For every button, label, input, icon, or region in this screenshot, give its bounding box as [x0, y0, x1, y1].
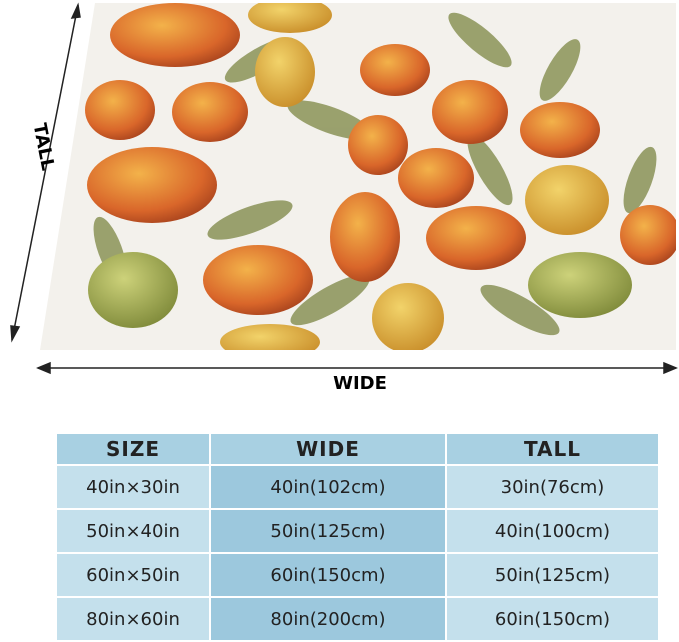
size-row: 50in×40in 50in(125cm) 40in(100cm)	[55, 508, 660, 554]
table-cell: 80in(200cm)	[209, 596, 447, 642]
mango-pattern	[85, 3, 676, 350]
table-cell: 60in(150cm)	[209, 552, 447, 598]
table-cell: 60in×50in	[55, 552, 211, 598]
size-row: 40in×30in 40in(102cm) 30in(76cm)	[55, 464, 660, 510]
size-row: 80in×60in 80in(200cm) 60in(150cm)	[55, 596, 660, 642]
header-cell: SIZE	[55, 432, 211, 466]
wide-label: WIDE	[333, 373, 387, 394]
wide-arrow	[36, 361, 678, 375]
table-cell: 40in×30in	[55, 464, 211, 510]
table-cell: 60in(150cm)	[445, 596, 660, 642]
table-cell: 40in(100cm)	[445, 508, 660, 554]
table-cell: 50in(125cm)	[445, 552, 660, 598]
header-cell: WIDE	[209, 432, 447, 466]
table-cell: 40in(102cm)	[209, 464, 447, 510]
header-row: SIZE WIDE TALL	[55, 432, 660, 466]
table-cell: 50in×40in	[55, 508, 211, 554]
size-table: SIZE WIDE TALL 40in×30in 40in(102cm) 30in(…	[55, 432, 660, 642]
size-row: 60in×50in 60in(150cm) 50in(125cm)	[55, 552, 660, 598]
header-cell: TALL	[445, 432, 660, 466]
tall-arrow	[10, 2, 81, 343]
blanket-illustration: TALL WIDE	[10, 2, 678, 394]
table-cell: 50in(125cm)	[209, 508, 447, 554]
table-cell: 80in×60in	[55, 596, 211, 642]
table-cell: 30in(76cm)	[445, 464, 660, 510]
